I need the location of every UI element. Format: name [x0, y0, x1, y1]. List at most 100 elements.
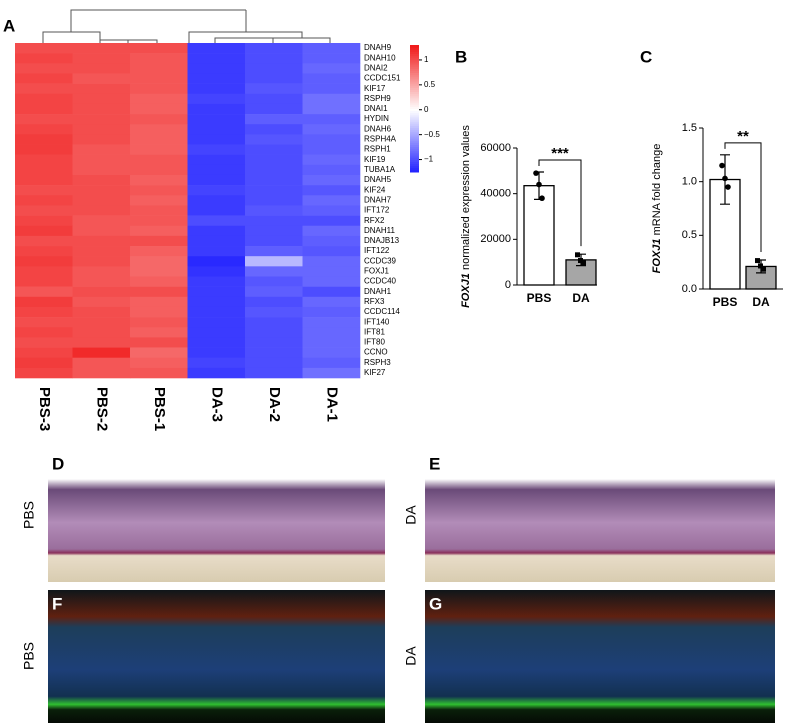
heatmap-cell	[187, 103, 246, 115]
heatmap-cell	[72, 185, 131, 196]
colorbar-step	[410, 76, 419, 80]
row-label: RSPH4A	[364, 135, 397, 144]
heatmap-cell	[15, 83, 73, 95]
heatmap-cell	[187, 286, 246, 298]
row-label: DNAI2	[364, 63, 388, 72]
heatmap-cell	[15, 114, 73, 125]
data-point	[539, 195, 545, 202]
heatmap-cell	[187, 93, 246, 105]
heatmap-cell	[245, 164, 303, 176]
heatmap-cell	[15, 306, 73, 318]
heatmap-cell	[130, 215, 188, 227]
data-point	[761, 266, 766, 272]
heatmap-cell	[245, 73, 303, 84]
heatmap-cell	[245, 296, 303, 308]
colorbar-step	[410, 161, 419, 165]
heatmap-cell	[72, 225, 131, 237]
heatmap-cell	[245, 256, 303, 267]
heatmap-cell	[130, 164, 188, 176]
colorbar-step	[410, 61, 419, 65]
heatmap-cell	[72, 164, 131, 176]
significance-label: ***	[551, 145, 569, 162]
colorbar-step	[410, 119, 419, 122]
row-label: IFT80	[364, 338, 385, 347]
heatmap-cell	[15, 164, 73, 176]
colorbar-step	[410, 83, 419, 86]
heatmap-cell	[15, 43, 73, 54]
heatmap-cell	[245, 317, 303, 328]
heatmap-cell	[245, 215, 303, 227]
x-tick-label: PBS	[527, 291, 552, 305]
heatmap-cell	[130, 174, 188, 186]
heatmap-cell	[15, 327, 73, 338]
heatmap-cell	[72, 144, 131, 155]
heatmap-cell	[72, 246, 131, 257]
x-tick-label: DA	[752, 295, 770, 309]
heatmap-cell	[15, 225, 73, 237]
heatmap-cell	[187, 266, 246, 277]
heatmap-cell	[130, 205, 188, 216]
row-label: DNAH6	[364, 124, 392, 133]
colorbar-step	[410, 47, 419, 50]
row-label: RSPH3	[364, 358, 391, 367]
heatmap-cell	[245, 63, 303, 74]
heatmap-cell	[302, 286, 361, 298]
colorbar-step	[410, 155, 419, 158]
heatmap-cell	[302, 266, 361, 277]
heatmap-cell	[72, 276, 131, 287]
row-label: RSPH1	[364, 145, 391, 154]
heatmap-cell	[302, 347, 361, 358]
row-label: DNAH1	[364, 287, 392, 296]
row-label: CCDC40	[364, 277, 397, 286]
colorbar-label: −1	[424, 155, 434, 164]
panel-letter: D	[52, 454, 64, 473]
heatmap-cell	[130, 73, 188, 84]
y-axis-label: FOXJ1 mRNA fold change	[651, 144, 663, 274]
heatmap-cell	[187, 134, 246, 145]
heatmap-cell	[130, 286, 188, 298]
heatmap-cell	[302, 73, 361, 84]
heatmap-cell	[245, 103, 303, 115]
column-label: PBS-3	[36, 387, 53, 431]
row-label: RFX2	[364, 216, 385, 225]
column-label: DA-1	[323, 387, 340, 422]
heatmap-cell	[187, 256, 246, 267]
heatmap-cell	[187, 43, 246, 54]
heatmap-cell	[187, 235, 246, 247]
heatmap-cell	[245, 134, 303, 145]
heatmap-cell	[245, 124, 303, 135]
heatmap-cell	[187, 53, 246, 64]
heatmap-cell	[245, 93, 303, 105]
heatmap-cell	[187, 357, 246, 369]
colorbar-step	[410, 169, 419, 173]
colorbar-step	[410, 138, 419, 141]
colorbar-step	[410, 93, 419, 97]
heatmap-cell	[15, 367, 73, 379]
heatmap-cell	[187, 306, 246, 318]
y-axis-label-text: normalized expression values	[460, 125, 472, 270]
heatmap-cell	[130, 185, 188, 196]
heatmap-cell	[302, 276, 361, 287]
panel-letter: F	[52, 594, 62, 613]
heatmap-cell	[245, 266, 303, 277]
heatmap-cell	[130, 124, 188, 135]
fluorescence-image	[48, 590, 385, 723]
colorbar-step	[410, 133, 419, 137]
heatmap-cell	[187, 337, 246, 348]
heatmap-cell	[72, 296, 131, 308]
colorbar-label: 1	[424, 55, 429, 64]
heatmap-cell	[15, 246, 73, 257]
colorbar-step	[410, 45, 419, 48]
row-label: KIF27	[364, 368, 386, 377]
heatmap-cell	[72, 73, 131, 84]
colorbar-step	[410, 131, 419, 135]
colorbar-step	[410, 91, 419, 95]
heatmap-cell	[187, 205, 246, 216]
heatmap-cell	[187, 114, 246, 125]
heatmap-cell	[130, 367, 188, 379]
colorbar-step	[410, 163, 419, 167]
row-label: DNAH5	[364, 175, 392, 184]
micrograph	[425, 450, 775, 582]
heatmap-cell	[187, 174, 246, 186]
